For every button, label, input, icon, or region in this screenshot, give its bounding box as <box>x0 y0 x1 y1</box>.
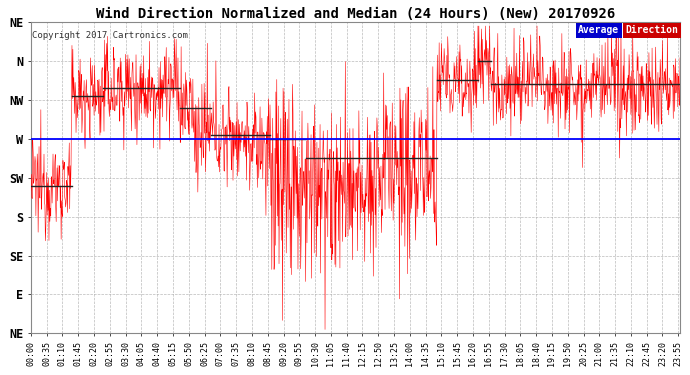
Text: Average: Average <box>578 25 619 35</box>
Title: Wind Direction Normalized and Median (24 Hours) (New) 20170926: Wind Direction Normalized and Median (24… <box>96 7 615 21</box>
Text: Copyright 2017 Cartronics.com: Copyright 2017 Cartronics.com <box>32 32 188 40</box>
Text: Direction: Direction <box>626 25 678 35</box>
